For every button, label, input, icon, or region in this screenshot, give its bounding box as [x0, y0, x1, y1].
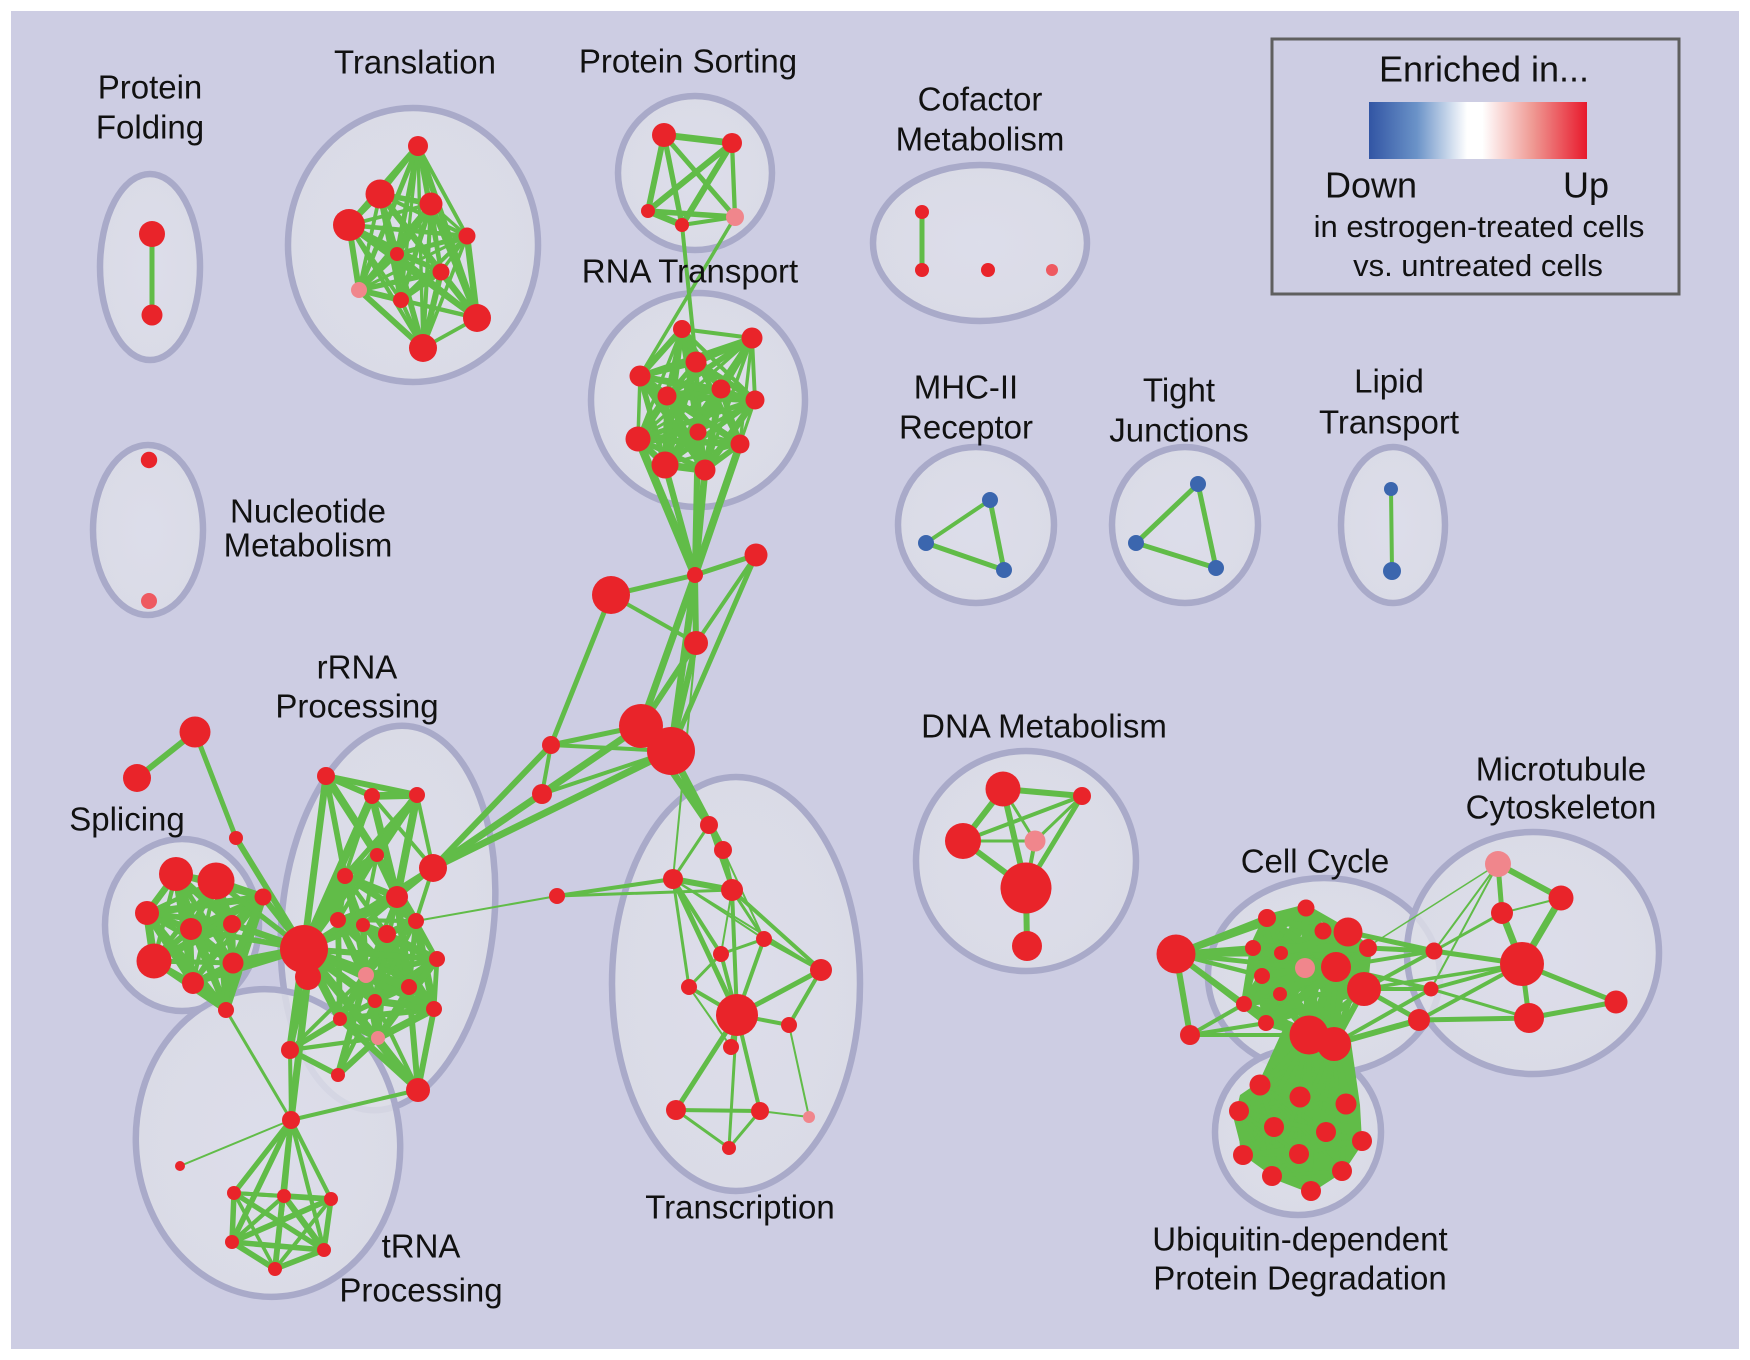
svg-text:Tight: Tight [1143, 372, 1215, 409]
svg-text:Cell Cycle: Cell Cycle [1241, 843, 1390, 880]
svg-text:tRNA: tRNA [382, 1228, 461, 1265]
svg-text:Processing: Processing [339, 1272, 502, 1309]
svg-text:Receptor: Receptor [899, 409, 1033, 446]
svg-text:rRNA: rRNA [317, 649, 398, 686]
svg-text:Splicing: Splicing [69, 801, 185, 838]
svg-text:vs. untreated cells: vs. untreated cells [1353, 248, 1603, 283]
svg-text:Up: Up [1563, 165, 1609, 206]
svg-text:Ubiquitin-dependent: Ubiquitin-dependent [1152, 1221, 1447, 1258]
svg-text:Enriched in...: Enriched in... [1379, 49, 1589, 90]
svg-text:in estrogen-treated cells: in estrogen-treated cells [1314, 209, 1645, 244]
svg-text:Translation: Translation [334, 44, 496, 81]
svg-text:Transcription: Transcription [645, 1189, 835, 1226]
svg-text:Protein: Protein [98, 69, 203, 106]
svg-text:Metabolism: Metabolism [224, 527, 393, 564]
svg-text:Lipid: Lipid [1354, 363, 1424, 400]
svg-text:Protein Degradation: Protein Degradation [1153, 1260, 1447, 1297]
svg-text:Transport: Transport [1319, 404, 1459, 441]
svg-text:Protein Sorting: Protein Sorting [579, 43, 797, 80]
svg-text:Metabolism: Metabolism [896, 121, 1065, 158]
svg-text:Folding: Folding [96, 109, 204, 146]
svg-text:Cofactor: Cofactor [918, 81, 1043, 118]
svg-text:Microtubule: Microtubule [1476, 751, 1647, 788]
svg-text:Cytoskeleton: Cytoskeleton [1466, 789, 1657, 826]
svg-text:MHC-II: MHC-II [914, 369, 1018, 406]
svg-text:Down: Down [1325, 165, 1417, 206]
svg-text:Junctions: Junctions [1109, 412, 1248, 449]
svg-text:RNA Transport: RNA Transport [582, 253, 798, 290]
svg-text:Processing: Processing [275, 688, 438, 725]
svg-text:Nucleotide: Nucleotide [230, 493, 386, 530]
svg-text:DNA Metabolism: DNA Metabolism [921, 708, 1167, 745]
